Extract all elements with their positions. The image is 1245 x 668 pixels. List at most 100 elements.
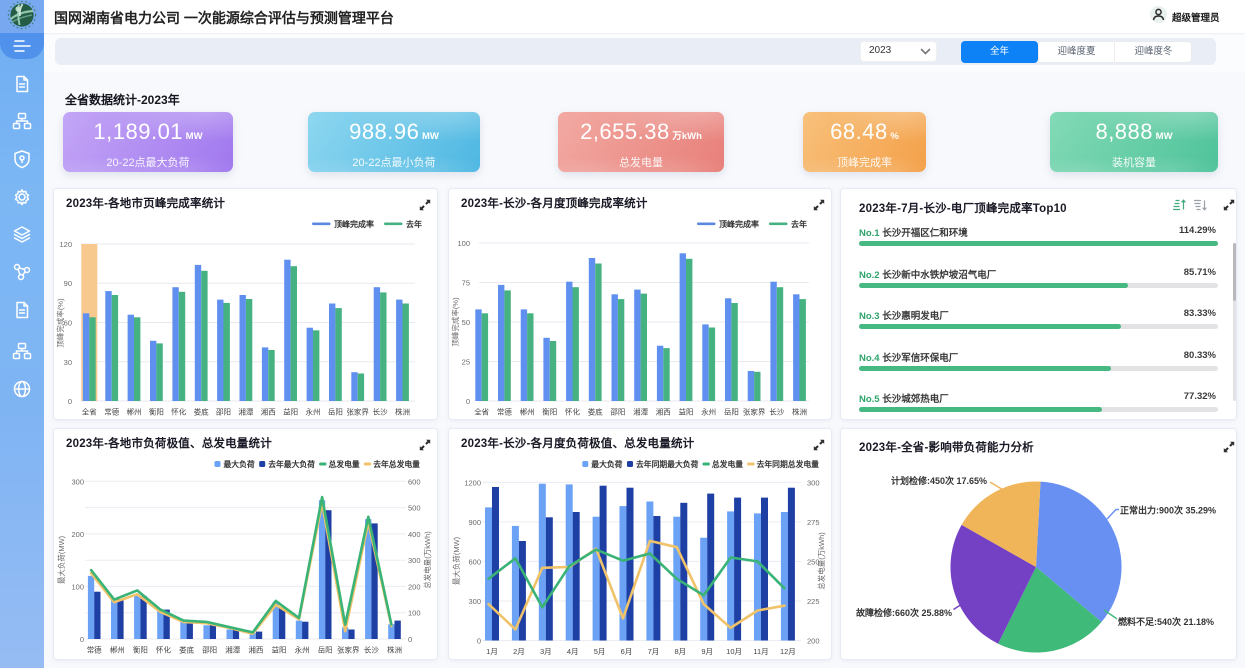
svg-text:11月: 11月	[753, 647, 768, 656]
svg-text:去年: 去年	[406, 219, 422, 229]
svg-text:200: 200	[807, 637, 820, 646]
svg-text:张家界: 张家界	[346, 407, 369, 417]
svg-text:湘潭: 湘潭	[633, 408, 649, 417]
svg-text:计划检修:450次 17.65%: 计划检修:450次 17.65%	[891, 475, 987, 486]
svg-text:900: 900	[468, 518, 481, 527]
svg-text:去年: 去年	[791, 219, 807, 229]
svg-text:长沙: 长沙	[364, 645, 379, 655]
svg-text:275: 275	[807, 518, 820, 527]
svg-text:郴州: 郴州	[127, 408, 142, 417]
svg-text:永州: 永州	[295, 645, 310, 655]
svg-text:5月: 5月	[594, 647, 606, 656]
svg-text:300: 300	[807, 478, 820, 487]
svg-text:怀化: 怀化	[156, 645, 171, 655]
svg-text:故障检修:660次 25.88%: 故障检修:660次 25.88%	[856, 607, 952, 618]
svg-text:30: 30	[64, 358, 72, 367]
svg-text:120: 120	[59, 240, 72, 249]
svg-text:100: 100	[457, 239, 470, 248]
svg-text:600: 600	[408, 477, 421, 486]
svg-text:衡阳: 衡阳	[542, 407, 557, 417]
svg-text:永州: 永州	[701, 407, 716, 417]
svg-text:1月: 1月	[486, 647, 498, 656]
svg-text:邵阳: 邵阳	[216, 408, 231, 417]
svg-text:岳阳: 岳阳	[724, 407, 739, 417]
svg-text:6月: 6月	[621, 647, 633, 656]
svg-text:0: 0	[466, 397, 470, 406]
svg-text:300: 300	[71, 477, 84, 486]
svg-text:400: 400	[408, 530, 421, 539]
svg-text:去年同期总发电量: 去年同期总发电量	[757, 459, 820, 469]
svg-text:长沙: 长沙	[373, 407, 388, 417]
svg-text:正常出力:900次 35.29%: 正常出力:900次 35.29%	[1120, 505, 1216, 516]
svg-text:4月: 4月	[567, 647, 579, 656]
svg-text:100: 100	[408, 609, 421, 618]
svg-text:衡阳: 衡阳	[133, 645, 148, 655]
svg-text:10月: 10月	[726, 647, 742, 656]
svg-text:顶峰完成率(%): 顶峰完成率(%)	[450, 297, 460, 347]
svg-text:湘西: 湘西	[248, 646, 263, 655]
svg-text:怀化: 怀化	[565, 407, 580, 417]
svg-text:郴州: 郴州	[110, 646, 125, 655]
svg-text:500: 500	[408, 504, 421, 513]
svg-text:最大负荷(MW): 最大负荷(MW)	[451, 536, 461, 585]
svg-text:湘潭: 湘潭	[238, 408, 253, 417]
svg-text:邵阳: 邵阳	[610, 408, 625, 417]
svg-text:200: 200	[71, 530, 84, 539]
svg-text:娄底: 娄底	[588, 407, 603, 417]
svg-text:75: 75	[462, 279, 470, 288]
svg-text:顶峰完成率(%): 顶峰完成率(%)	[55, 298, 65, 348]
svg-text:娄底: 娄底	[194, 407, 209, 417]
svg-text:岳阳: 岳阳	[328, 407, 343, 417]
svg-text:株洲: 株洲	[395, 407, 410, 417]
svg-text:全省: 全省	[82, 407, 97, 417]
svg-text:岳阳: 岳阳	[318, 645, 333, 655]
svg-text:300: 300	[468, 597, 481, 606]
svg-text:常德: 常德	[497, 407, 512, 417]
svg-text:湘西: 湘西	[261, 408, 276, 417]
svg-text:60: 60	[64, 319, 72, 328]
svg-text:90: 90	[64, 279, 72, 288]
svg-text:全省: 全省	[474, 407, 489, 417]
svg-text:常德: 常德	[87, 645, 102, 655]
svg-text:2月: 2月	[513, 647, 525, 656]
svg-text:顶峰完成率: 顶峰完成率	[334, 219, 374, 229]
svg-text:最大负荷: 最大负荷	[224, 459, 255, 469]
svg-text:去年总发电量: 去年总发电量	[373, 459, 420, 469]
svg-text:去年最大负荷: 去年最大负荷	[268, 459, 315, 469]
svg-text:9月: 9月	[701, 647, 713, 656]
svg-text:225: 225	[807, 597, 820, 606]
svg-text:25: 25	[462, 358, 470, 367]
svg-text:湘西: 湘西	[656, 408, 671, 417]
svg-text:200: 200	[408, 582, 421, 591]
svg-text:永州: 永州	[306, 407, 321, 417]
svg-text:12月: 12月	[780, 647, 796, 656]
svg-text:250: 250	[807, 557, 820, 566]
svg-text:0: 0	[408, 635, 412, 644]
svg-text:湘潭: 湘潭	[225, 646, 240, 655]
svg-text:总发电量(万kWh): 总发电量(万kWh)	[816, 532, 826, 590]
svg-text:株洲: 株洲	[792, 407, 807, 417]
svg-text:长沙: 长沙	[769, 407, 784, 417]
svg-text:去年同期最大负荷: 去年同期最大负荷	[636, 459, 699, 469]
svg-text:300: 300	[408, 556, 421, 565]
svg-text:益阳: 益阳	[283, 407, 298, 417]
svg-text:3月: 3月	[540, 647, 552, 656]
svg-text:总发电量: 总发电量	[712, 459, 743, 469]
svg-text:张家界: 张家界	[743, 407, 766, 417]
svg-text:7月: 7月	[648, 647, 660, 656]
svg-text:娄底: 娄底	[179, 645, 194, 655]
svg-text:张家界: 张家界	[337, 645, 360, 655]
svg-text:0: 0	[477, 637, 481, 646]
svg-text:600: 600	[468, 557, 481, 566]
svg-text:总发电量(万kWh): 总发电量(万kWh)	[422, 531, 432, 589]
svg-text:50: 50	[462, 318, 470, 327]
svg-text:8月: 8月	[674, 647, 686, 656]
svg-text:益阳: 益阳	[679, 407, 694, 417]
svg-text:衡阳: 衡阳	[149, 407, 164, 417]
svg-text:常德: 常德	[104, 407, 119, 417]
svg-text:顶峰完成率: 顶峰完成率	[719, 219, 759, 229]
svg-text:邵阳: 邵阳	[202, 646, 217, 655]
svg-text:100: 100	[71, 582, 84, 591]
svg-text:最大负荷(MW): 最大负荷(MW)	[56, 535, 66, 584]
svg-text:怀化: 怀化	[171, 407, 186, 417]
